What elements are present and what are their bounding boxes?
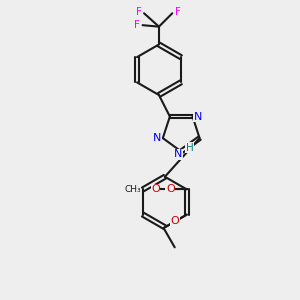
Text: F: F	[175, 7, 181, 17]
Text: F: F	[136, 7, 142, 17]
Text: F: F	[134, 20, 140, 30]
Text: N: N	[153, 133, 162, 143]
Text: N: N	[194, 112, 202, 122]
Text: H: H	[186, 143, 194, 153]
Text: O: O	[151, 184, 160, 194]
Text: N: N	[174, 149, 182, 160]
Text: O: O	[166, 184, 175, 194]
Text: O: O	[171, 216, 179, 226]
Text: CH₃: CH₃	[124, 185, 141, 194]
